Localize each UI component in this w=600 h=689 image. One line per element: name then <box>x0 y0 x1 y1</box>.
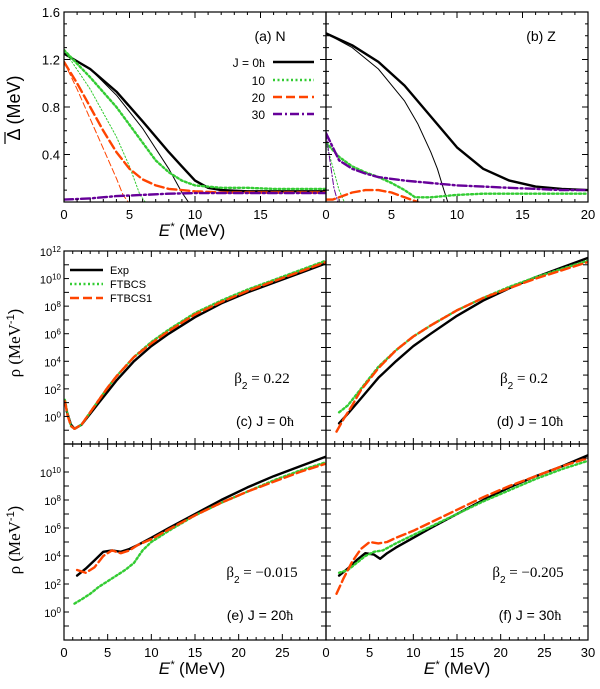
series-line-c-exp <box>65 262 326 430</box>
x-tick-label: 5 <box>104 645 111 660</box>
x-tick-label: 20 <box>581 207 595 222</box>
beta-label-f: β2 = −0.205 <box>492 565 563 586</box>
series-line-f-ftbcs <box>337 459 588 574</box>
series-line-c-ftbcs1 <box>64 260 326 430</box>
y-tick-label: 102 <box>44 578 61 593</box>
y-axis-title-e: ρ (MeV-1) <box>5 506 24 575</box>
y-tick-label: 0.8 <box>42 100 60 115</box>
beta-label-e: β2 = −0.015 <box>226 565 297 586</box>
series-line-a-10 <box>64 48 326 191</box>
series-line-e-ftbcs <box>73 461 326 605</box>
x-tick-label: 25 <box>537 645 551 660</box>
series-group-c <box>64 259 326 430</box>
x-tick-label: 10 <box>406 645 420 660</box>
y-tick-label: 100 <box>44 410 61 425</box>
x-tick-label: 15 <box>450 645 464 660</box>
y-tick-label: 1.6 <box>42 5 60 20</box>
series-line-b-20 <box>326 188 419 202</box>
legend-label: Exp <box>110 265 129 277</box>
y-tick-label: 1010 <box>40 466 62 481</box>
legend-label: J = 0ħ <box>233 56 265 70</box>
series-line-a-j-0-bcs <box>64 53 189 202</box>
x-tick-label: 0 <box>322 645 329 660</box>
y-tick-label: 1010 <box>40 272 62 287</box>
x-tick-label: 0 <box>322 207 329 222</box>
y-tick-label: 104 <box>44 355 61 370</box>
legend-label: FTBCS <box>110 279 146 291</box>
legend-label: 10 <box>252 74 266 88</box>
series-line-d-ftbcs <box>337 259 588 414</box>
x-tick-label: 5 <box>388 207 395 222</box>
x-tick-label: 10 <box>450 207 464 222</box>
x-tick-label: 15 <box>253 207 267 222</box>
series-line-b-30 <box>326 131 588 192</box>
y-tick-label: 102 <box>44 382 61 397</box>
y-tick-label: 1012 <box>40 245 62 260</box>
panel-label-a: (a) N <box>254 28 285 44</box>
series-line-a-j-0 <box>64 52 326 193</box>
series-line-a-30 <box>64 191 326 201</box>
series-line-d-ftbcs1 <box>335 260 588 433</box>
x-tick-label: 20 <box>231 645 245 660</box>
legend-label: 20 <box>252 91 266 105</box>
x-tick-label: 0 <box>60 207 67 222</box>
series-line-c-ftbcs <box>64 259 326 430</box>
x-tick-label: 5 <box>366 645 373 660</box>
y-tick-label: 106 <box>44 522 61 537</box>
series-line-e-ftbcs1 <box>75 462 326 574</box>
panel-label-d: (d) J = 10ħ <box>497 413 564 430</box>
series-group-f <box>335 454 588 595</box>
y-tick-label: 1.2 <box>42 53 60 68</box>
x-tick-label: 15 <box>515 207 529 222</box>
series-line-b-30-bcs <box>326 132 339 202</box>
panel-label-b: (b) Z <box>526 28 556 44</box>
y-tick-label: 108 <box>44 494 61 509</box>
y-axis-title-a: Δ (MeV) <box>4 75 24 140</box>
panel-label-c: (c) J = 0ħ <box>236 413 294 430</box>
series-group-d <box>335 256 588 433</box>
y-axis-title-c: ρ (MeV-1) <box>5 309 24 378</box>
x-tick-label: 30 <box>581 645 595 660</box>
panels: 0 5 10 150.40.81.21.6(a) NΔ (MeV)J = 0ħ1020… <box>4 5 595 678</box>
x-tick-label: 15 <box>188 645 202 660</box>
series-line-b-10 <box>326 141 588 199</box>
y-tick-label: 0.4 <box>42 148 60 163</box>
y-tick-label: 100 <box>44 606 61 621</box>
panel-frame-a <box>63 11 327 203</box>
series-line-b-j-0-bcs <box>326 32 449 202</box>
x-axis-title-e: E* (MeV) <box>159 659 226 678</box>
x-tick-label: 5 <box>126 207 133 222</box>
y-tick-label: 104 <box>44 550 61 565</box>
legend-label: FTBCS1 <box>110 293 152 305</box>
x-axis-title-a: E* (MeV) <box>159 221 226 240</box>
series-line-d-exp <box>337 256 588 425</box>
x-axis-title-f: E* (MeV) <box>424 659 491 678</box>
x-tick-label: 0 <box>60 645 67 660</box>
x-tick-label: 20 <box>493 645 507 660</box>
panel-label-f: (f) J = 30ħ <box>499 607 562 624</box>
y-tick-label: 108 <box>44 300 61 315</box>
legend-label: 30 <box>252 108 266 122</box>
series-line-b-j-0 <box>326 32 588 192</box>
series-group-b <box>326 32 588 202</box>
panel-label-e: (e) J = 20ħ <box>227 607 294 624</box>
x-tick-label: 10 <box>188 207 202 222</box>
y-tick-label: 106 <box>44 327 61 342</box>
beta-label-d: β2 = 0.2 <box>500 371 548 392</box>
x-tick-label: 25 <box>275 645 289 660</box>
series-group-a <box>64 48 326 202</box>
x-tick-label: 10 <box>144 645 158 660</box>
series-group-e <box>73 455 326 605</box>
beta-label-c: β2 = 0.22 <box>234 371 289 392</box>
series-line-a-10-bcs <box>64 49 146 202</box>
series-line-f-ftbcs1 <box>335 456 588 595</box>
